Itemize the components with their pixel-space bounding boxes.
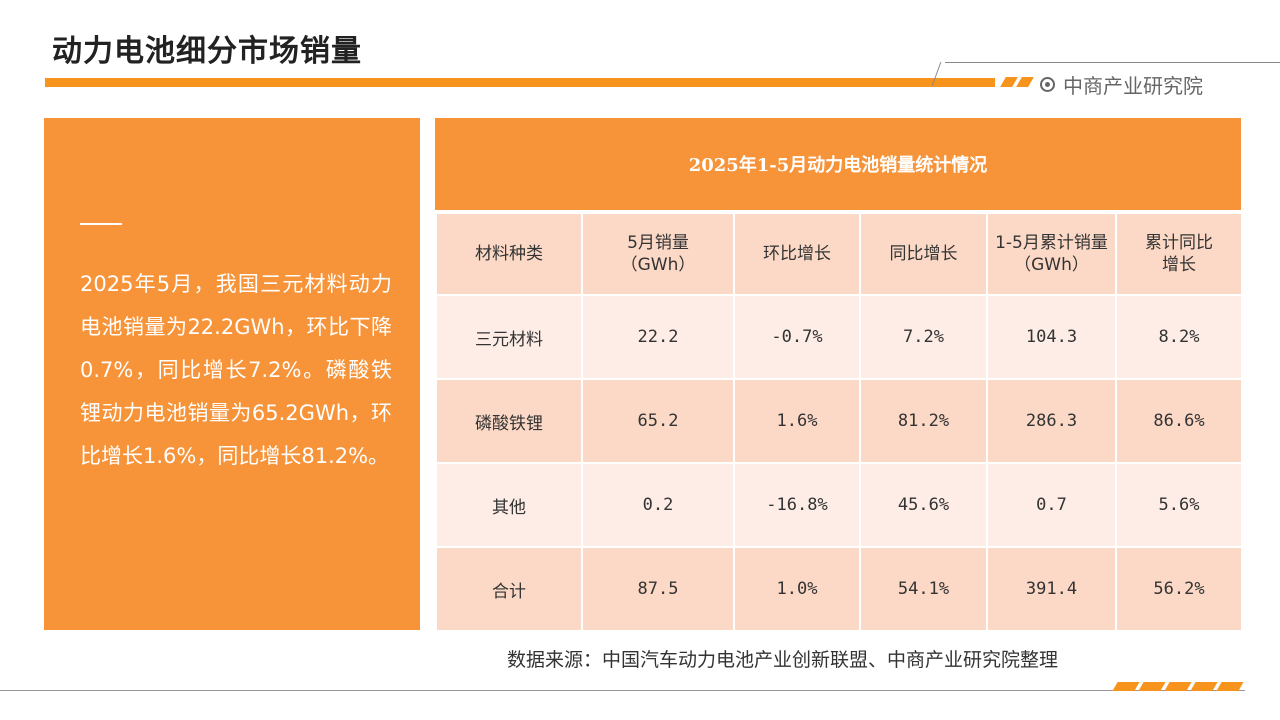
row-label-cell: 三元材料: [435, 294, 583, 379]
row-label-cell: 其他: [435, 462, 583, 547]
summary-panel: 2025年5月，我国三元材料动力电池销量为22.2GWh，环比下降0.7%，同比…: [44, 118, 420, 630]
value-cell: 45.6%: [859, 462, 988, 547]
value-cell: 81.2%: [859, 378, 988, 463]
column-header: 材料种类: [435, 212, 583, 295]
column-header: 1-5月累计销量 （GWh）: [986, 212, 1117, 295]
value-cell: 54.1%: [859, 546, 988, 630]
header-divider-line: [945, 62, 1280, 63]
column-header: 累计同比 增长: [1115, 212, 1243, 295]
column-header: 环比增长: [733, 212, 861, 295]
value-cell: 87.5: [581, 546, 735, 630]
stats-table-container: 2025年1-5月动力电池销量统计情况 材料种类 5月销量 （GWh） 环比增长 同比…: [435, 118, 1243, 630]
value-cell: 1.0%: [733, 546, 861, 630]
table-body: 三元材料 22.2 -0.7% 7.2% 104.3 8.2% 磷酸铁锂 65.2 1.6% 81…: [435, 294, 1243, 630]
value-cell: 56.2%: [1115, 546, 1243, 630]
summary-rule: [80, 223, 122, 225]
brand-logo-icon: [1040, 77, 1055, 92]
value-cell: 22.2: [581, 294, 735, 379]
brand-mark: 中商产业研究院: [1040, 70, 1203, 99]
value-cell: -0.7%: [733, 294, 861, 379]
table-header-row: 材料种类 5月销量 （GWh） 环比增长 同比增长 1-5月累计销量 （GWh） 累计同比…: [435, 212, 1243, 295]
brand-name: 中商产业研究院: [1063, 74, 1203, 98]
value-cell: 391.4: [986, 546, 1117, 630]
column-header: 5月销量 （GWh）: [581, 212, 735, 295]
value-cell: 0.2: [581, 462, 735, 547]
value-cell: 65.2: [581, 378, 735, 463]
value-cell: 7.2%: [859, 294, 988, 379]
stats-table: 材料种类 5月销量 （GWh） 环比增长 同比增长 1-5月累计销量 （GWh） 累计同比…: [435, 212, 1243, 630]
value-cell: 86.6%: [1115, 378, 1243, 463]
title-underline-bar: [45, 78, 995, 87]
data-source: 数据来源：中国汽车动力电池产业创新联盟、中商产业研究院整理: [507, 649, 1059, 671]
value-cell: 104.3: [986, 294, 1117, 379]
footer-line: [0, 690, 1245, 691]
footer-stripes: [1112, 682, 1244, 691]
table-row: 其他 0.2 -16.8% 45.6% 0.7 5.6%: [435, 462, 1243, 547]
table-title: 2025年1-5月动力电池销量统计情况: [435, 118, 1241, 210]
table-row: 磷酸铁锂 65.2 1.6% 81.2% 286.3 86.6%: [435, 378, 1243, 463]
table-row: 三元材料 22.2 -0.7% 7.2% 104.3 8.2%: [435, 294, 1243, 379]
value-cell: -16.8%: [733, 462, 861, 547]
value-cell: 8.2%: [1115, 294, 1243, 379]
header-stripes: [1000, 77, 1034, 87]
value-cell: 286.3: [986, 378, 1117, 463]
summary-text: 2025年5月，我国三元材料动力电池销量为22.2GWh，环比下降0.7%，同比…: [80, 272, 392, 468]
column-header: 同比增长: [859, 212, 988, 295]
value-cell: 5.6%: [1115, 462, 1243, 547]
value-cell: 1.6%: [733, 378, 861, 463]
row-label-cell: 磷酸铁锂: [435, 378, 583, 463]
value-cell: 0.7: [986, 462, 1117, 547]
row-label-cell: 合计: [435, 546, 583, 630]
table-row: 合计 87.5 1.0% 54.1% 391.4 56.2%: [435, 546, 1243, 630]
page-title: 动力电池细分市场销量: [52, 34, 362, 69]
